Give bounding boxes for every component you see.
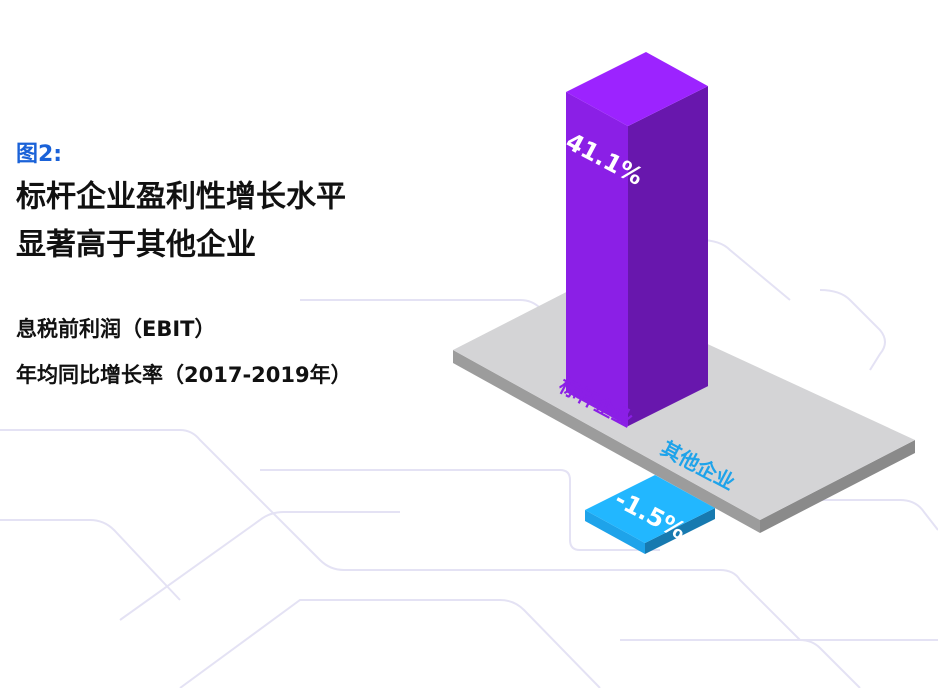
bar-face (566, 91, 628, 427)
title-line: 标杆企业盈利性增长水平 (16, 180, 346, 215)
bar-face (645, 508, 715, 554)
title-line: 显著高于其他企业 (16, 228, 256, 263)
subtitle-line: 息税前利润（EBIT） (16, 317, 216, 341)
background-lines (0, 239, 938, 688)
figure-label: 图2: (16, 142, 62, 167)
bar-top (585, 475, 715, 543)
platform-side (453, 350, 760, 533)
bar-face (628, 86, 708, 427)
subtitle-line: 年均同比增长率（2017-2019年） (16, 363, 352, 387)
bar-top (566, 51, 708, 127)
bar-face (585, 510, 645, 554)
platform-side (760, 440, 915, 533)
